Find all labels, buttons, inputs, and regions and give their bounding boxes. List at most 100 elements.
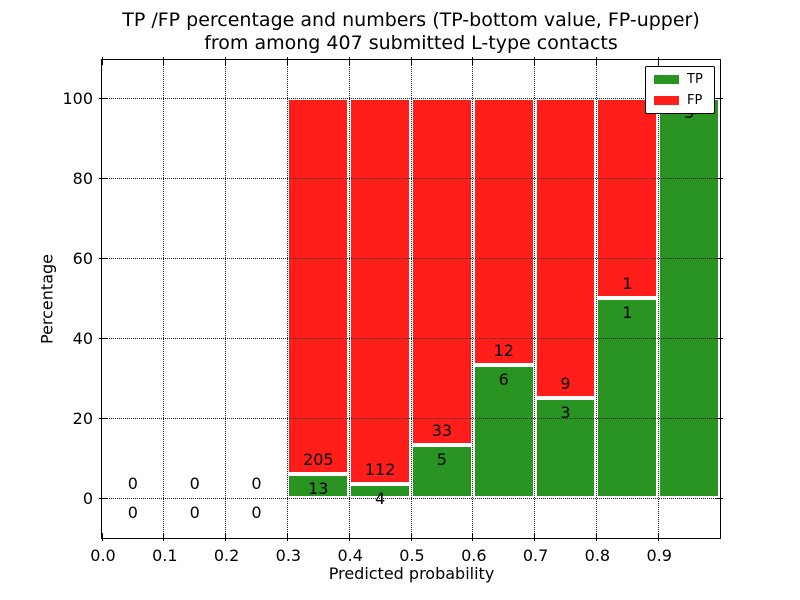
vertical-gridline [348, 60, 350, 538]
fp-bar-segment [534, 98, 597, 398]
tp-count-label: 1 [622, 303, 633, 322]
x-tick-mark [472, 533, 474, 541]
chart-title: TP /FP percentage and numbers (TP-bottom… [11, 9, 800, 55]
y-tick-mark [715, 337, 723, 339]
x-tick-mark [348, 533, 350, 541]
vertical-gridline [225, 60, 227, 538]
x-tick-label: 0.7 [522, 546, 549, 565]
x-tick-mark [472, 57, 474, 65]
tp-bar-segment [287, 474, 350, 498]
x-tick-mark [534, 57, 536, 65]
horizontal-gridline [102, 97, 720, 99]
x-tick-mark [225, 533, 227, 541]
x-tick-label: 0.0 [90, 546, 116, 565]
fp-count-label: 33 [431, 421, 453, 441]
y-tick-mark [99, 97, 107, 99]
plot-area: TP FP 00000020513112433512693113 [99, 57, 723, 541]
x-tick-mark [101, 533, 103, 541]
fp-bar-segment [596, 98, 659, 298]
chart-title-line-2: from among 407 submitted L-type contacts [204, 32, 618, 54]
x-tick-mark [101, 57, 103, 65]
x-tick-mark [657, 57, 659, 65]
vertical-gridline [163, 60, 165, 538]
x-tick-mark [163, 533, 165, 541]
fp-count-label: 0 [127, 474, 138, 493]
x-tick-mark [534, 533, 536, 541]
tp-count-label: 13 [308, 479, 329, 499]
y-tick-mark [715, 177, 723, 179]
x-tick-label: 0.8 [584, 546, 611, 565]
tp-bar-segment [411, 445, 473, 498]
vertical-gridline [595, 60, 597, 538]
tp-count-label: 0 [251, 503, 262, 522]
y-tick-label: 20 [72, 409, 93, 428]
y-tick-label: 100 [62, 89, 93, 108]
horizontal-gridline [102, 177, 720, 179]
fp-bar-segment [472, 98, 535, 365]
tp-bar-segment [658, 98, 720, 498]
vertical-gridline [410, 60, 412, 538]
x-axis-label: Predicted probability [328, 564, 495, 583]
fp-count-label: 9 [560, 374, 571, 393]
fp-count-label: 1 [622, 274, 633, 293]
tp-count-label: 0 [127, 503, 138, 522]
fp-legend-label: FP [687, 93, 703, 108]
x-tick-label: 0.6 [461, 546, 487, 565]
horizontal-gridline [102, 417, 720, 419]
fp-count-label: 205 [303, 450, 334, 470]
legend: TP FP [645, 66, 715, 114]
x-tick-mark [595, 57, 597, 65]
horizontal-gridline [102, 257, 720, 259]
x-tick-label: 0.9 [646, 546, 672, 565]
fp-bar-segment [411, 98, 473, 446]
x-tick-label: 0.4 [337, 546, 363, 565]
x-tick-mark [595, 533, 597, 541]
vertical-gridline [534, 60, 536, 538]
y-tick-label: 0 [82, 489, 93, 508]
x-tick-label: 0.5 [399, 546, 425, 565]
tp-bar-segment [534, 398, 597, 498]
x-tick-mark [657, 533, 659, 541]
tp-bar-segment [596, 298, 659, 498]
y-tick-mark [715, 257, 723, 259]
fp-count-label: 112 [364, 460, 396, 480]
x-tick-label: 0.2 [213, 546, 240, 565]
fp-bar-segment [287, 98, 350, 475]
y-tick-mark [715, 497, 723, 499]
tp-bar-segment [472, 364, 535, 498]
y-tick-label: 80 [72, 169, 93, 188]
legend-entry-tp: TP [654, 73, 714, 86]
fp-count-label: 0 [251, 474, 262, 493]
y-tick-label: 60 [72, 249, 93, 268]
fp-bar-segment [349, 98, 411, 485]
vertical-gridline [286, 60, 288, 538]
y-tick-mark [715, 97, 723, 99]
tp-count-label: 0 [189, 503, 200, 522]
y-tick-mark [715, 417, 723, 419]
tp-count-label: 5 [436, 450, 447, 470]
fp-legend-swatch [654, 96, 679, 105]
y-tick-mark [99, 417, 107, 419]
x-tick-mark [348, 57, 350, 65]
x-tick-mark [410, 57, 412, 65]
y-tick-mark [99, 337, 107, 339]
x-tick-mark [163, 57, 165, 65]
tp-count-label: 3 [560, 403, 571, 422]
horizontal-gridline [102, 337, 720, 339]
fp-count-label: 0 [189, 474, 200, 493]
x-tick-mark [286, 57, 288, 65]
x-tick-mark [410, 533, 412, 541]
y-tick-mark [99, 257, 107, 259]
horizontal-gridline [102, 497, 720, 499]
y-tick-mark [99, 177, 107, 179]
vertical-gridline [657, 60, 659, 538]
tp-count-label: 4 [374, 489, 386, 509]
tp-count-label: 6 [498, 369, 509, 389]
y-tick-label: 40 [72, 329, 93, 348]
fp-count-label: 12 [493, 340, 514, 360]
legend-entry-fp: FP [654, 94, 714, 107]
tp-legend-swatch [654, 75, 679, 84]
vertical-gridline [472, 60, 474, 538]
tp-legend-label: TP [687, 72, 703, 87]
